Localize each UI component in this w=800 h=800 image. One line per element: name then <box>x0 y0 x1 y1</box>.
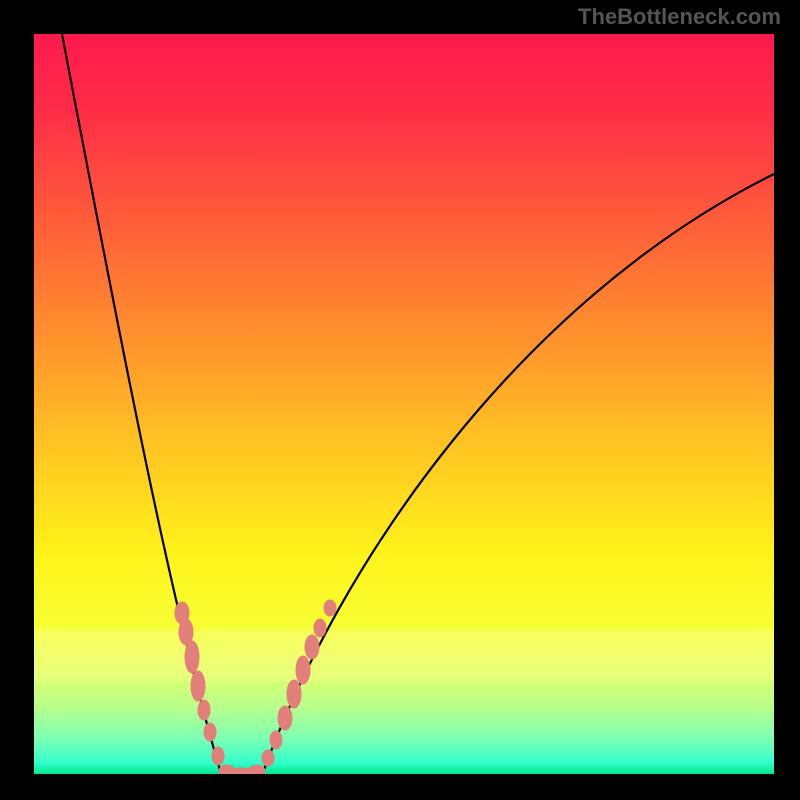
data-marker <box>278 706 292 730</box>
data-marker <box>314 619 326 637</box>
data-marker <box>212 747 224 765</box>
highlight-band <box>34 630 774 682</box>
watermark-text: TheBottleneck.com <box>578 4 781 30</box>
data-marker <box>191 671 205 701</box>
data-marker <box>305 635 319 659</box>
data-marker <box>270 731 282 749</box>
data-marker <box>185 641 199 673</box>
data-marker <box>198 700 210 720</box>
data-marker <box>287 680 301 708</box>
chart-container: TheBottleneck.com <box>0 0 800 800</box>
plot-area <box>34 34 774 780</box>
data-marker <box>324 600 336 616</box>
data-marker <box>204 723 216 741</box>
bottleneck-chart <box>0 0 800 800</box>
data-marker <box>296 656 310 684</box>
data-marker <box>262 750 274 766</box>
